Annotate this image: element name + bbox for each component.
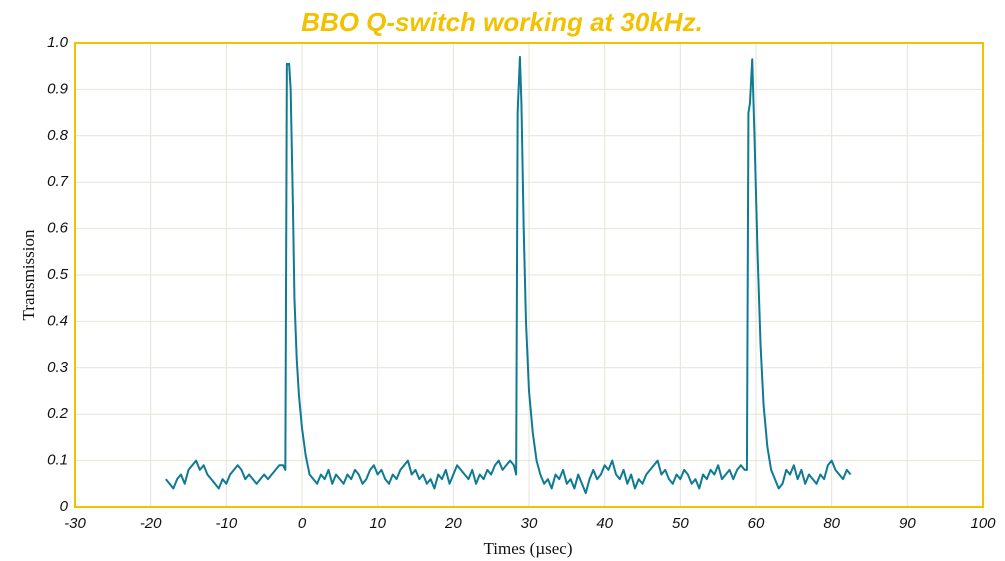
x-tick-label: 10 <box>369 515 386 532</box>
y-tick-label: 0.7 <box>47 173 69 190</box>
plot-frame <box>74 42 984 508</box>
y-tick-label: 0.2 <box>47 405 69 422</box>
x-tick-label: -10 <box>215 515 237 532</box>
x-tick-label: 60 <box>748 515 765 532</box>
x-axis-label: Times (µsec) <box>484 539 573 558</box>
y-tick-label: 0.8 <box>47 127 69 144</box>
y-tick-label: 1.0 <box>47 34 69 51</box>
x-tick-label: 30 <box>521 515 538 532</box>
data-line <box>165 55 852 495</box>
y-tick-label: 0 <box>60 498 69 515</box>
x-tick-label: 40 <box>596 515 613 532</box>
y-axis-label: Transmission <box>19 229 38 321</box>
y-tick-label: 0.1 <box>47 452 68 469</box>
x-tick-label: 0 <box>298 515 307 532</box>
y-tick-label: 0.5 <box>47 266 69 283</box>
x-tick-label: -30 <box>64 515 86 532</box>
x-tick-label: -20 <box>140 515 162 532</box>
x-tick-label: 80 <box>823 515 840 532</box>
x-tick-label: 100 <box>970 515 996 532</box>
y-tick-label: 0.9 <box>47 80 69 97</box>
y-tick-label: 0.4 <box>47 312 68 329</box>
x-tick-label: 50 <box>672 515 689 532</box>
chart-title: BBO Q-switch working at 30kHz. <box>301 7 703 37</box>
x-tick-label: 90 <box>899 515 916 532</box>
y-tick-label: 0.6 <box>47 220 69 237</box>
x-tick-label: 20 <box>444 515 462 532</box>
y-tick-label: 0.3 <box>47 359 69 376</box>
